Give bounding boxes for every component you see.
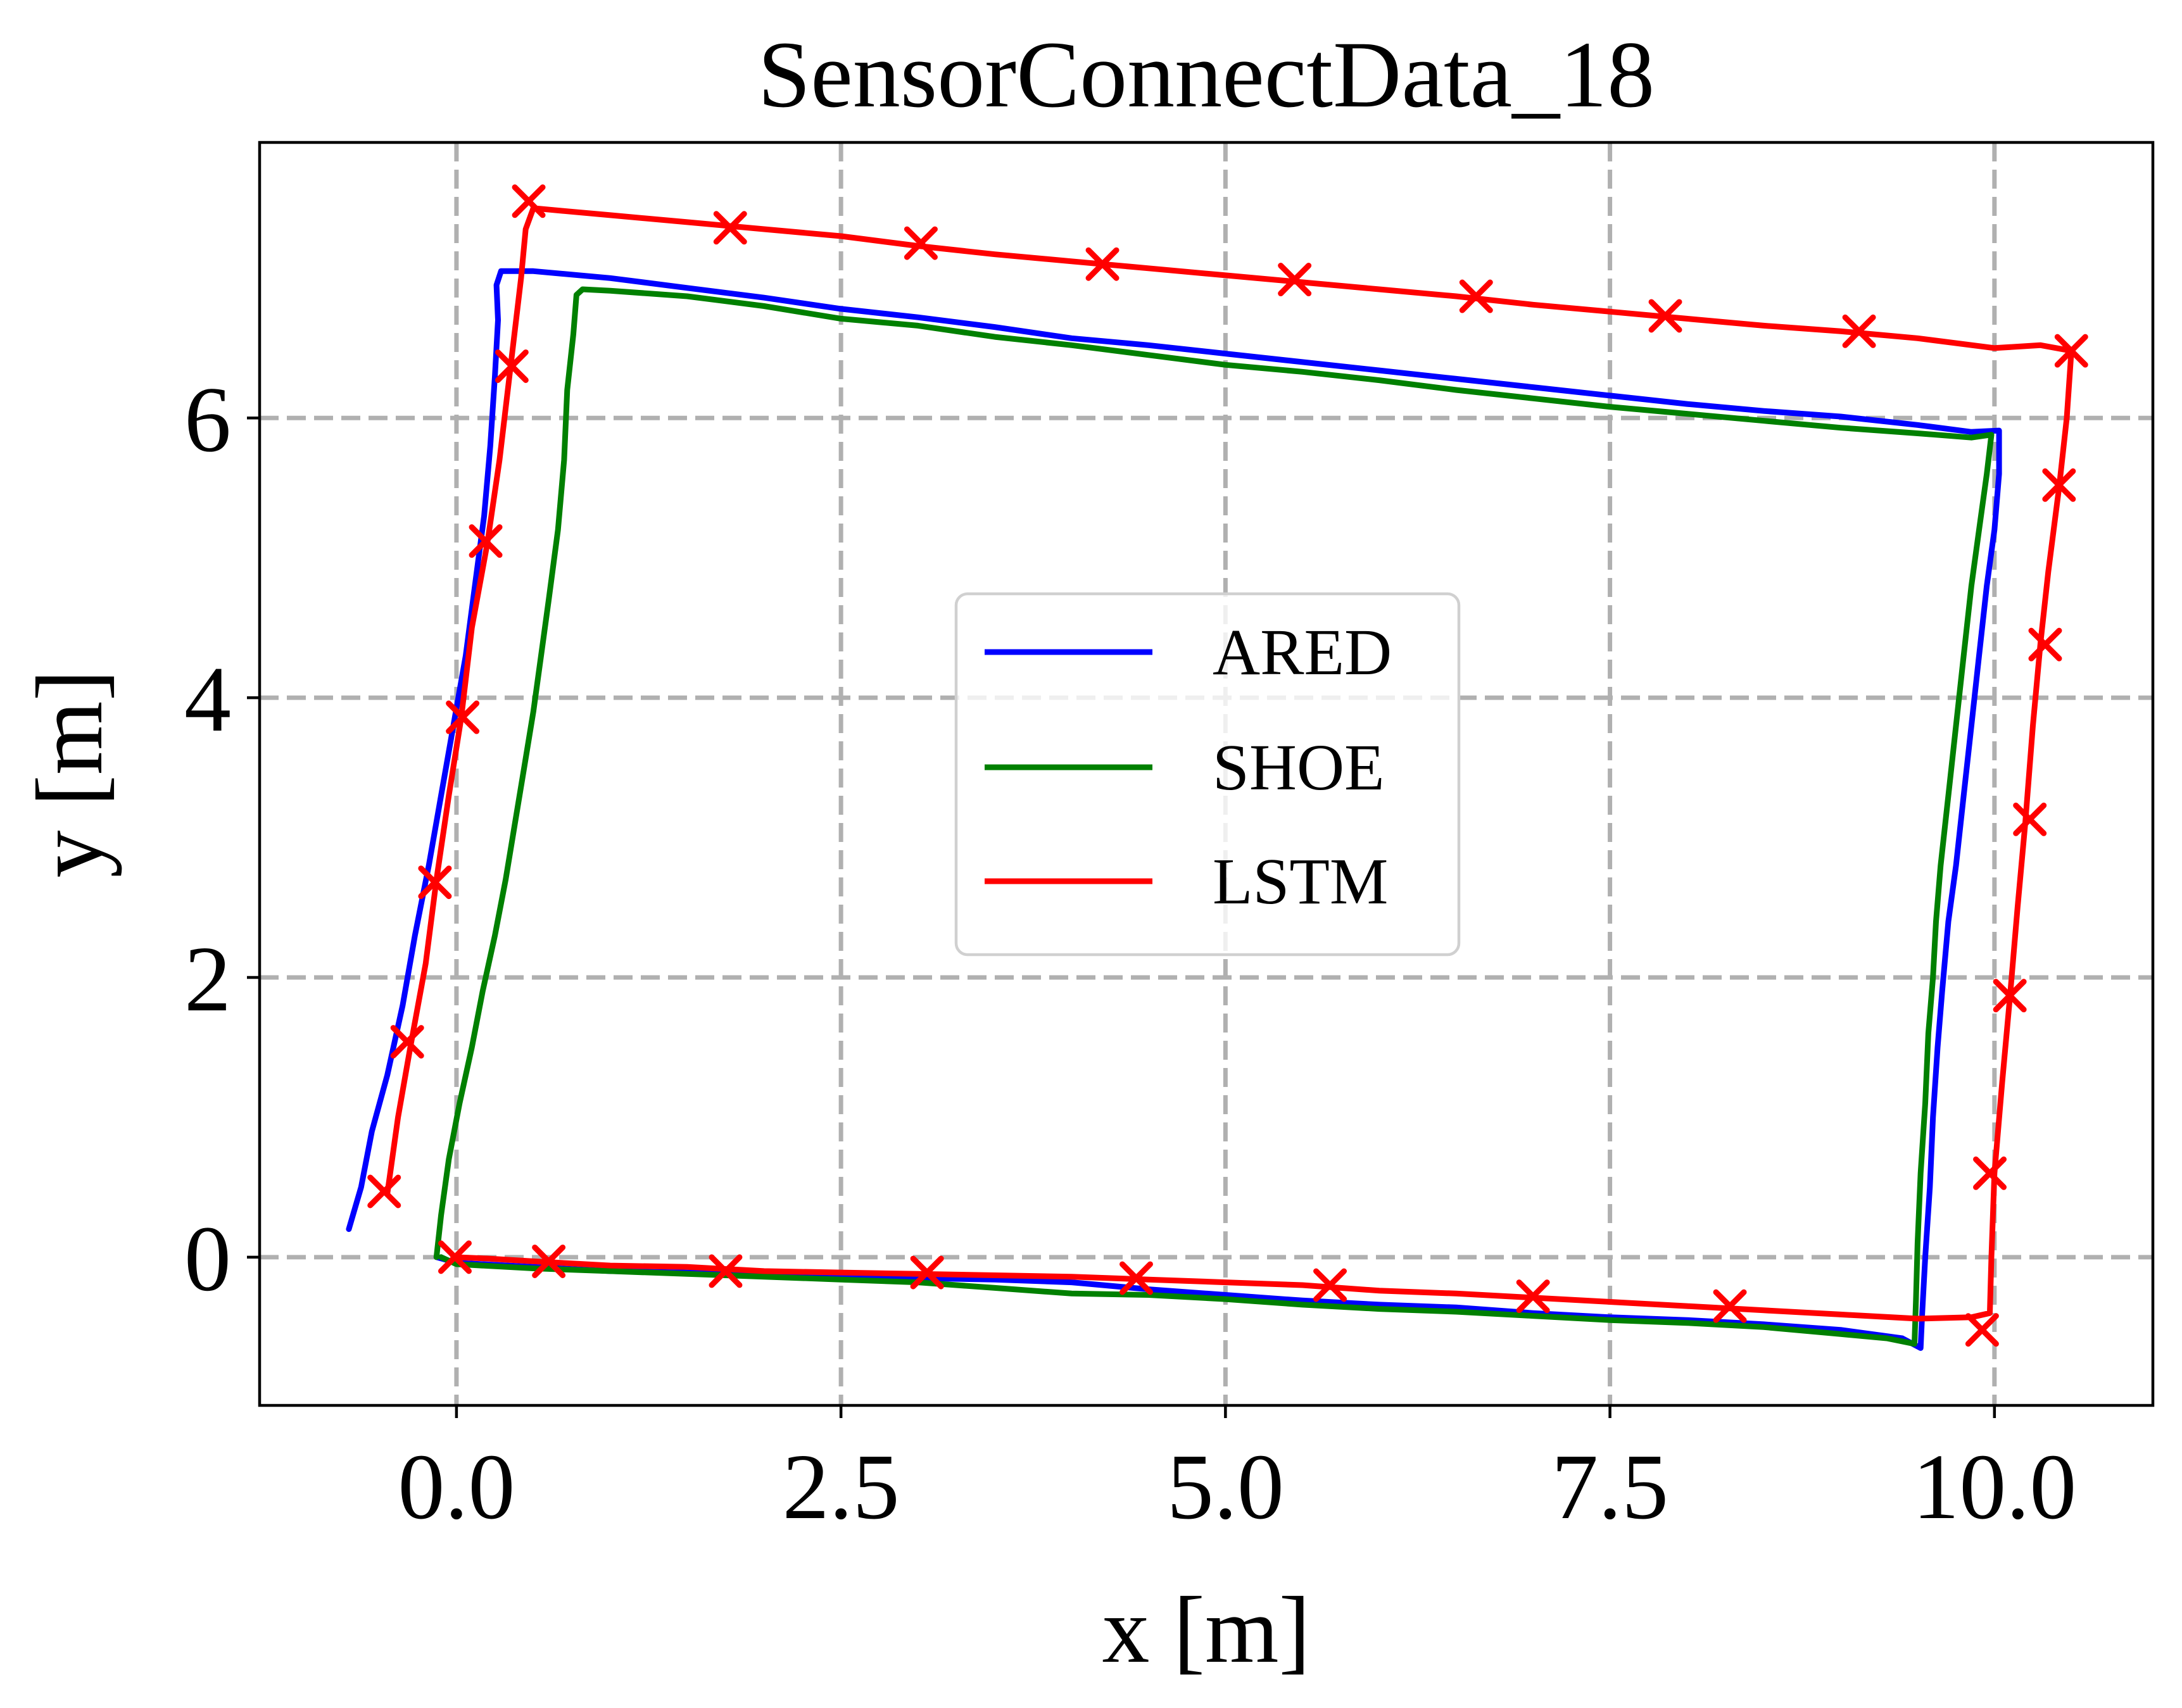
marker-lstm bbox=[1842, 314, 1876, 348]
marker-lstm bbox=[1085, 247, 1119, 281]
y-tick-label: 0 bbox=[184, 1207, 231, 1311]
legend-label-shoe: SHOE bbox=[1213, 731, 1385, 804]
y-axis-label: y [m] bbox=[17, 669, 122, 877]
legend: ARED SHOE LSTM bbox=[954, 592, 1461, 957]
marker-lstm bbox=[1713, 1289, 1747, 1323]
marker-lstm bbox=[390, 1025, 424, 1059]
marker-lstm bbox=[1516, 1279, 1550, 1314]
marker-lstm bbox=[512, 184, 546, 218]
marker-lstm bbox=[495, 349, 529, 383]
marker-lstm bbox=[2028, 627, 2062, 662]
marker-lstm bbox=[2013, 802, 2047, 836]
series-line-lstm bbox=[384, 205, 2074, 1322]
x-tick-label: 10.0 bbox=[1912, 1435, 2076, 1539]
marker-lstm bbox=[418, 865, 452, 900]
marker-lstm bbox=[1993, 979, 2027, 1013]
marker-lstm bbox=[438, 1240, 472, 1274]
marker-lstm bbox=[1119, 1261, 1153, 1295]
marker-lstm bbox=[2054, 334, 2088, 368]
marker-lstm bbox=[469, 524, 503, 558]
marker-lstm bbox=[1313, 1268, 1347, 1302]
y-tick-label: 2 bbox=[184, 927, 231, 1031]
marker-lstm bbox=[446, 700, 480, 734]
marker-lstm bbox=[910, 1255, 944, 1290]
marker-lstm bbox=[1648, 299, 1682, 333]
marker-lstm bbox=[2042, 468, 2076, 502]
legend-label-ared: ARED bbox=[1213, 616, 1392, 689]
plot-frame bbox=[258, 141, 2155, 1407]
x-tick-label: 7.5 bbox=[1551, 1435, 1668, 1539]
x-tick-label: 5.0 bbox=[1167, 1435, 1284, 1539]
marker-lstm bbox=[1973, 1156, 2007, 1190]
marker-lstm bbox=[709, 1254, 743, 1288]
marker-lstm bbox=[1965, 1313, 1999, 1347]
y-tick-label: 6 bbox=[184, 368, 231, 472]
marker-lstm bbox=[713, 211, 747, 245]
marker-lstm bbox=[367, 1174, 401, 1209]
axis-ticks: 0.0 2.5 5.0 7.5 10.0 0 2 4 6 bbox=[184, 368, 2076, 1539]
marker-lstm bbox=[1459, 279, 1493, 313]
marker-lstm bbox=[904, 226, 938, 260]
marker-lstm bbox=[532, 1244, 566, 1278]
chart-title: SensorConnectData_18 bbox=[758, 22, 1655, 127]
legend-box bbox=[954, 592, 1461, 957]
legend-label-lstm: LSTM bbox=[1213, 845, 1388, 918]
x-tick-label: 2.5 bbox=[783, 1435, 900, 1539]
plot-series bbox=[346, 184, 2088, 1351]
series-line-shoe bbox=[433, 286, 1995, 1347]
y-tick-label: 4 bbox=[184, 648, 231, 751]
marker-lstm bbox=[1278, 263, 1312, 297]
x-tick-label: 0.0 bbox=[398, 1435, 515, 1539]
x-axis-label: x [m] bbox=[1102, 1578, 1310, 1683]
